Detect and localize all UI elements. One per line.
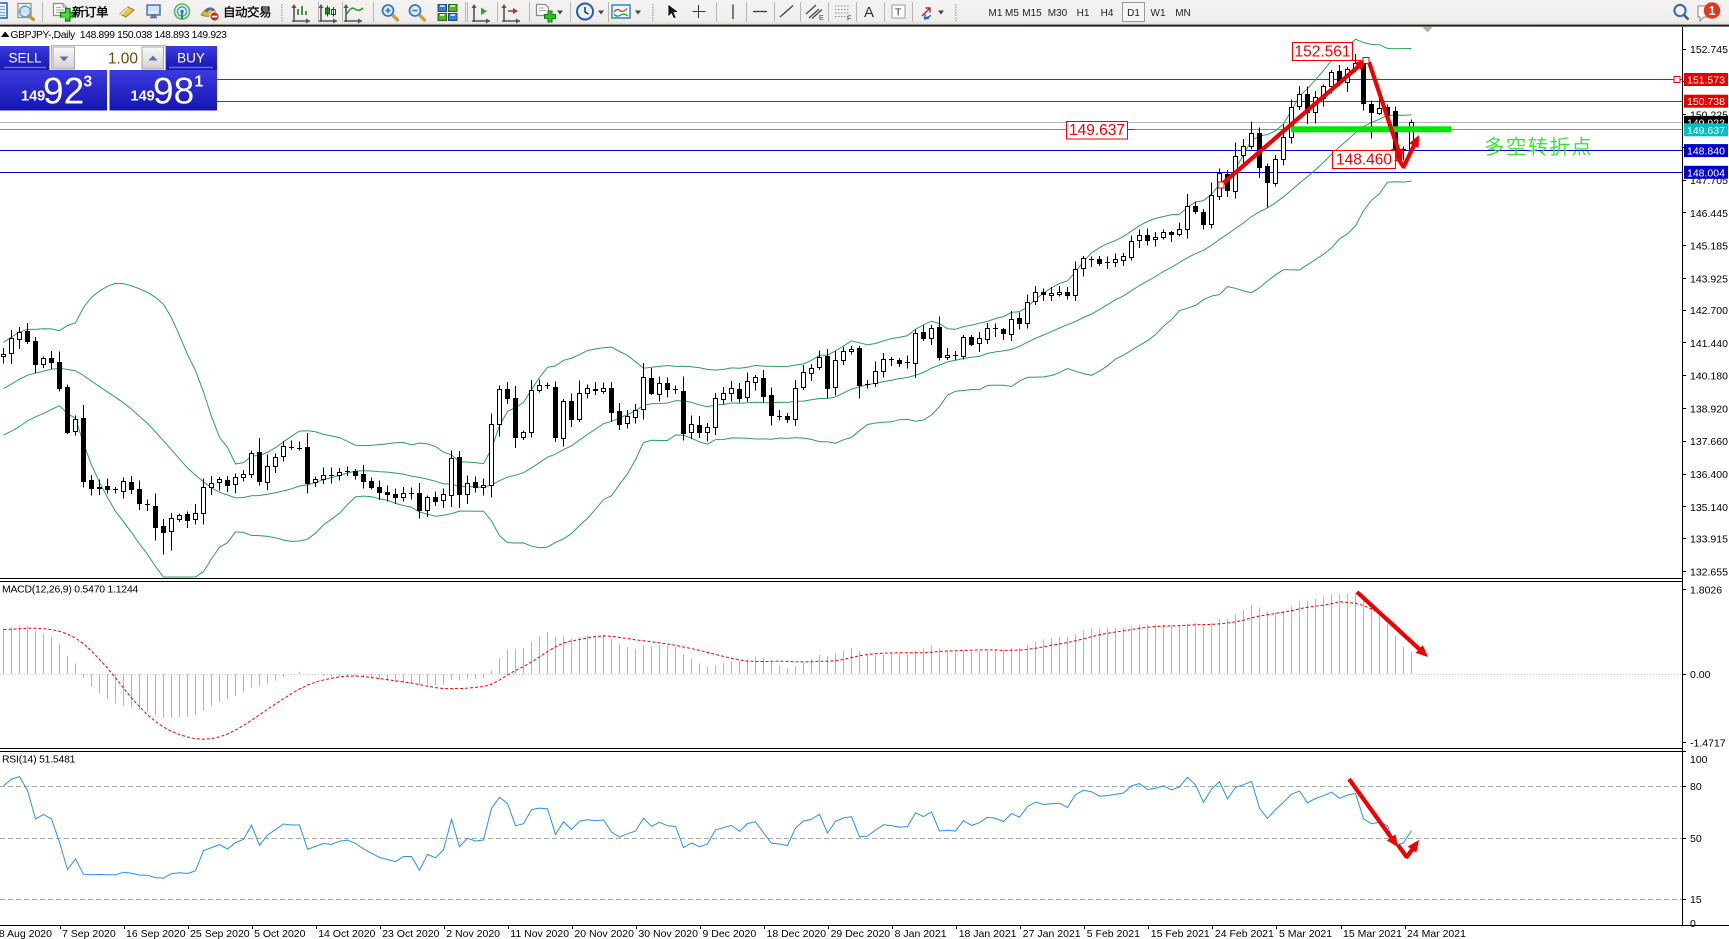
svg-text:7 Sep 2020: 7 Sep 2020 xyxy=(62,928,116,939)
svg-text:80: 80 xyxy=(1690,781,1702,793)
svg-text:30 Nov 2020: 30 Nov 2020 xyxy=(638,928,698,939)
svg-text:1: 1 xyxy=(195,74,204,91)
svg-text:142.700: 142.700 xyxy=(1690,305,1728,317)
svg-text:149.637: 149.637 xyxy=(1687,125,1725,137)
svg-text:D1: D1 xyxy=(1127,8,1140,19)
svg-text:135.140: 135.140 xyxy=(1690,502,1728,514)
svg-text:SELL: SELL xyxy=(8,51,42,66)
svg-text:M15: M15 xyxy=(1022,8,1042,19)
svg-text:138.920: 138.920 xyxy=(1690,404,1728,416)
svg-text:H1: H1 xyxy=(1077,8,1090,19)
svg-text:8 Jan 2021: 8 Jan 2021 xyxy=(895,928,947,939)
svg-text:M5: M5 xyxy=(1005,8,1019,19)
svg-text:15 Mar 2021: 15 Mar 2021 xyxy=(1343,928,1402,939)
svg-text:0: 0 xyxy=(1690,918,1696,930)
svg-text:150.738: 150.738 xyxy=(1687,96,1725,108)
svg-text:M30: M30 xyxy=(1048,8,1068,19)
svg-text:MN: MN xyxy=(1175,8,1191,19)
svg-text:11 Nov 2020: 11 Nov 2020 xyxy=(510,928,569,939)
svg-text:15 Feb 2021: 15 Feb 2021 xyxy=(1151,928,1210,939)
svg-text:137.660: 137.660 xyxy=(1690,436,1728,448)
svg-text:F: F xyxy=(847,16,851,23)
svg-text:5 Oct 2020: 5 Oct 2020 xyxy=(254,928,306,939)
svg-text:148.460: 148.460 xyxy=(1336,152,1392,169)
svg-text:149: 149 xyxy=(131,89,155,105)
svg-text:143.925: 143.925 xyxy=(1690,273,1728,285)
svg-text:98: 98 xyxy=(153,71,194,112)
svg-text:A: A xyxy=(864,4,874,21)
svg-text:50: 50 xyxy=(1690,833,1702,845)
svg-text:136.400: 136.400 xyxy=(1690,469,1728,481)
svg-text:24 Feb 2021: 24 Feb 2021 xyxy=(1215,928,1274,939)
svg-text:MACD(12,26,9) 0.5470 1.1244: MACD(12,26,9) 0.5470 1.1244 xyxy=(2,585,139,596)
svg-text:W1: W1 xyxy=(1151,8,1166,19)
svg-text:1: 1 xyxy=(1709,4,1716,18)
svg-text:15: 15 xyxy=(1690,894,1702,906)
svg-text:92: 92 xyxy=(43,71,84,112)
svg-text:149.637: 149.637 xyxy=(1069,122,1125,139)
svg-text:28 Aug 2020: 28 Aug 2020 xyxy=(0,928,52,939)
svg-text:RSI(14) 51.5481: RSI(14) 51.5481 xyxy=(2,755,76,766)
svg-text:H4: H4 xyxy=(1101,8,1114,19)
svg-text:5 Feb 2021: 5 Feb 2021 xyxy=(1087,928,1140,939)
svg-text:152.561: 152.561 xyxy=(1294,44,1350,61)
svg-text:132.655: 132.655 xyxy=(1690,566,1728,578)
svg-text:14 Oct 2020: 14 Oct 2020 xyxy=(318,928,375,939)
svg-text:5 Mar 2021: 5 Mar 2021 xyxy=(1279,928,1332,939)
svg-text:16 Sep 2020: 16 Sep 2020 xyxy=(126,928,186,939)
svg-text:-1.4717: -1.4717 xyxy=(1690,738,1726,750)
svg-text:20 Nov 2020: 20 Nov 2020 xyxy=(574,928,634,939)
svg-text:9 Dec 2020: 9 Dec 2020 xyxy=(703,928,757,939)
svg-text:146.445: 146.445 xyxy=(1690,208,1728,220)
svg-text:1.00: 1.00 xyxy=(108,51,139,68)
svg-text:BUY: BUY xyxy=(177,51,205,66)
svg-text:0.00: 0.00 xyxy=(1690,669,1711,681)
svg-text:148.840: 148.840 xyxy=(1687,146,1725,158)
svg-text:140.180: 140.180 xyxy=(1690,371,1728,383)
svg-text:T: T xyxy=(895,7,902,19)
svg-text:25 Sep 2020: 25 Sep 2020 xyxy=(190,928,250,939)
svg-text:23 Oct 2020: 23 Oct 2020 xyxy=(382,928,439,939)
svg-text:18 Dec 2020: 18 Dec 2020 xyxy=(767,928,827,939)
svg-text:27 Jan 2021: 27 Jan 2021 xyxy=(1023,928,1081,939)
svg-text:E: E xyxy=(819,15,824,22)
svg-text:3: 3 xyxy=(84,74,93,91)
svg-text:149: 149 xyxy=(21,89,45,105)
svg-text:100: 100 xyxy=(1690,754,1708,766)
svg-text:M1: M1 xyxy=(989,8,1003,19)
svg-text:151.573: 151.573 xyxy=(1687,75,1725,87)
svg-text:2 Nov 2020: 2 Nov 2020 xyxy=(446,928,500,939)
svg-text:145.185: 145.185 xyxy=(1690,241,1728,253)
svg-text:1.8026: 1.8026 xyxy=(1690,585,1722,597)
svg-text:148.004: 148.004 xyxy=(1687,167,1725,179)
svg-text:133.915: 133.915 xyxy=(1690,534,1728,546)
svg-text:29 Dec 2020: 29 Dec 2020 xyxy=(831,928,891,939)
svg-text:18 Jan 2021: 18 Jan 2021 xyxy=(959,928,1017,939)
svg-text:152.745: 152.745 xyxy=(1690,44,1728,56)
svg-text:GBPJPY-,Daily 148.899 150.038: GBPJPY-,Daily 148.899 150.038 148.893 14… xyxy=(11,30,228,41)
svg-text:141.440: 141.440 xyxy=(1690,338,1728,350)
svg-text:24 Mar 2021: 24 Mar 2021 xyxy=(1407,928,1466,939)
